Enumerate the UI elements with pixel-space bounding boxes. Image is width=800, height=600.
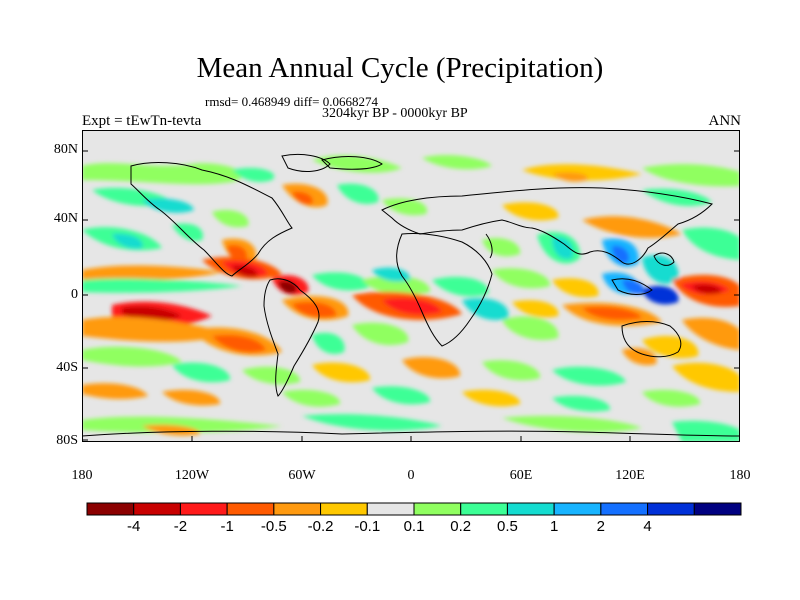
precipitation-map <box>82 130 740 442</box>
colorbar-swatch <box>414 503 461 515</box>
colorbar-label: -0.5 <box>249 518 299 535</box>
lat-label-40s: 40S <box>40 360 78 376</box>
colorbar-swatch <box>461 503 508 515</box>
lon-label-120e: 120E <box>600 468 660 484</box>
lat-label-0: 0 <box>40 287 78 303</box>
colorbar-label: -0.1 <box>342 518 392 535</box>
colorbar-swatch <box>180 503 227 515</box>
colorbar-label: -4 <box>109 518 159 535</box>
colorbar-label: -2 <box>155 518 205 535</box>
lon-label-180e: 180 <box>710 468 770 484</box>
colorbar-label: 0.5 <box>482 518 532 535</box>
lon-label-60w: 60W <box>272 468 332 484</box>
colorbar-label: -0.2 <box>296 518 346 535</box>
colorbar-swatch <box>227 503 274 515</box>
lat-label-80s: 80S <box>40 433 78 449</box>
colorbar-swatch <box>274 503 321 515</box>
colorbar-label: 1 <box>529 518 579 535</box>
colorbar-swatch <box>87 503 134 515</box>
colorbar-swatch <box>694 503 741 515</box>
colorbar-swatch <box>134 503 181 515</box>
plot-title: Mean Annual Cycle (Precipitation) <box>0 52 800 85</box>
lat-label-80n: 80N <box>40 142 78 158</box>
lat-label-40n: 40N <box>40 211 78 227</box>
season-label: ANN <box>709 113 742 130</box>
colorbar-swatch <box>554 503 601 515</box>
colorbar-label: 2 <box>576 518 626 535</box>
colorbar-swatch <box>321 503 368 515</box>
colorbar-swatch <box>601 503 648 515</box>
time-period: 3204kyr BP - 0000kyr BP <box>322 106 468 122</box>
experiment-label: Expt = tEwTn-tevta <box>82 113 201 130</box>
lon-label-120w: 120W <box>162 468 222 484</box>
lon-label-180w: 180 <box>52 468 112 484</box>
lon-label-0: 0 <box>381 468 441 484</box>
colorbar-swatch <box>507 503 554 515</box>
colorbar-label: 0.2 <box>436 518 486 535</box>
colorbar-swatch <box>648 503 695 515</box>
colorbar-label: -1 <box>202 518 252 535</box>
colorbar-swatch <box>367 503 414 515</box>
colorbar-label: 0.1 <box>389 518 439 535</box>
lon-label-60e: 60E <box>491 468 551 484</box>
colorbar-label: 4 <box>623 518 673 535</box>
colorbar <box>86 502 742 516</box>
